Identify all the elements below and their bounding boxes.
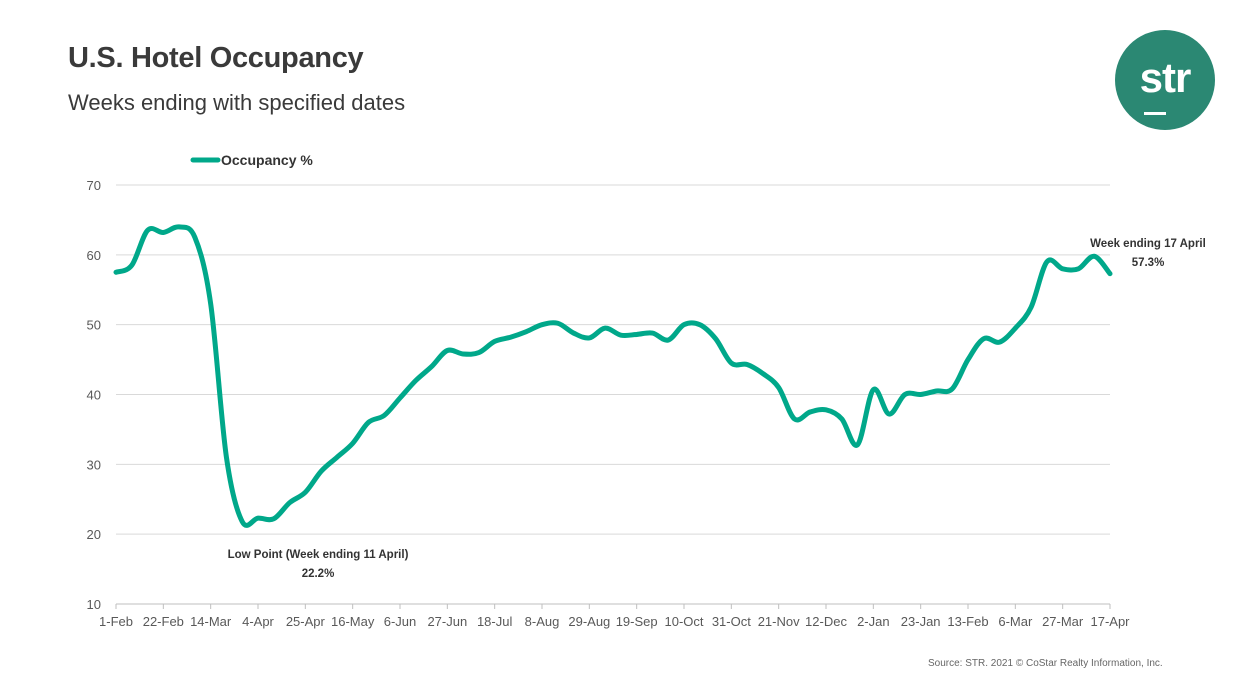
x-tick-label: 18-Jul: [477, 614, 513, 629]
latest-week-annotation: Week ending 17 April: [1090, 238, 1206, 250]
y-tick-label: 20: [87, 527, 101, 542]
x-tick-label: 13-Feb: [947, 614, 988, 629]
x-tick-label: 22-Feb: [143, 614, 184, 629]
y-tick-label: 40: [87, 388, 101, 403]
x-tick-label: 4-Apr: [242, 614, 274, 629]
y-tick-label: 10: [87, 597, 101, 612]
x-tick-label: 27-Mar: [1042, 614, 1084, 629]
x-tick-label: 16-May: [331, 614, 375, 629]
y-axis-ticks: 10 20 30 40 50 60 70: [87, 178, 101, 612]
x-tick-label: 14-Mar: [190, 614, 232, 629]
x-tick-label: 8-Aug: [525, 614, 560, 629]
source-note: Source: STR. 2021 © CoStar Realty Inform…: [928, 658, 1163, 669]
y-tick-label: 60: [87, 248, 101, 263]
x-tick-label: 21-Nov: [758, 614, 800, 629]
series-line-occupancy: [113, 224, 1113, 528]
x-tick-label: 19-Sep: [616, 614, 658, 629]
x-tick-label: 10-Oct: [664, 614, 703, 629]
y-tick-label: 70: [87, 178, 101, 193]
x-tick-label: 17-Apr: [1090, 614, 1130, 629]
x-tick-label: 12-Dec: [805, 614, 847, 629]
page-subtitle: Weeks ending with specified dates: [68, 90, 406, 115]
x-tick-label: 2-Jan: [857, 614, 890, 629]
page-title: U.S. Hotel Occupancy: [68, 42, 364, 74]
legend-label: Occupancy %: [221, 152, 313, 168]
y-tick-label: 50: [87, 318, 101, 333]
data-points: [115, 226, 1111, 522]
x-tick-label: 27-Jun: [427, 614, 467, 629]
legend: Occupancy %: [190, 152, 313, 168]
x-tick-label: 6-Jun: [384, 614, 417, 629]
logo-underline: [1144, 112, 1166, 115]
x-tick-label: 1-Feb: [99, 614, 133, 629]
x-tick-label: 6-Mar: [998, 614, 1033, 629]
low-point-value: 22.2%: [302, 568, 335, 580]
low-point-annotation: Low Point (Week ending 11 April): [228, 549, 409, 561]
logo-text: str: [1139, 54, 1192, 101]
x-tick-label: 31-Oct: [712, 614, 751, 629]
gridlines: [116, 184, 1110, 535]
str-logo: str: [1115, 30, 1215, 130]
latest-week-value: 57.3%: [1132, 257, 1165, 269]
y-tick-label: 30: [87, 457, 101, 472]
x-tick-label: 29-Aug: [568, 614, 610, 629]
x-axis-ticks: 1-Feb 22-Feb 14-Mar 4-Apr 25-Apr 16-May 6-Jun 2…: [99, 604, 1130, 629]
x-tick-label: 23-Jan: [901, 614, 941, 629]
x-tick-label: 25-Apr: [286, 614, 326, 629]
